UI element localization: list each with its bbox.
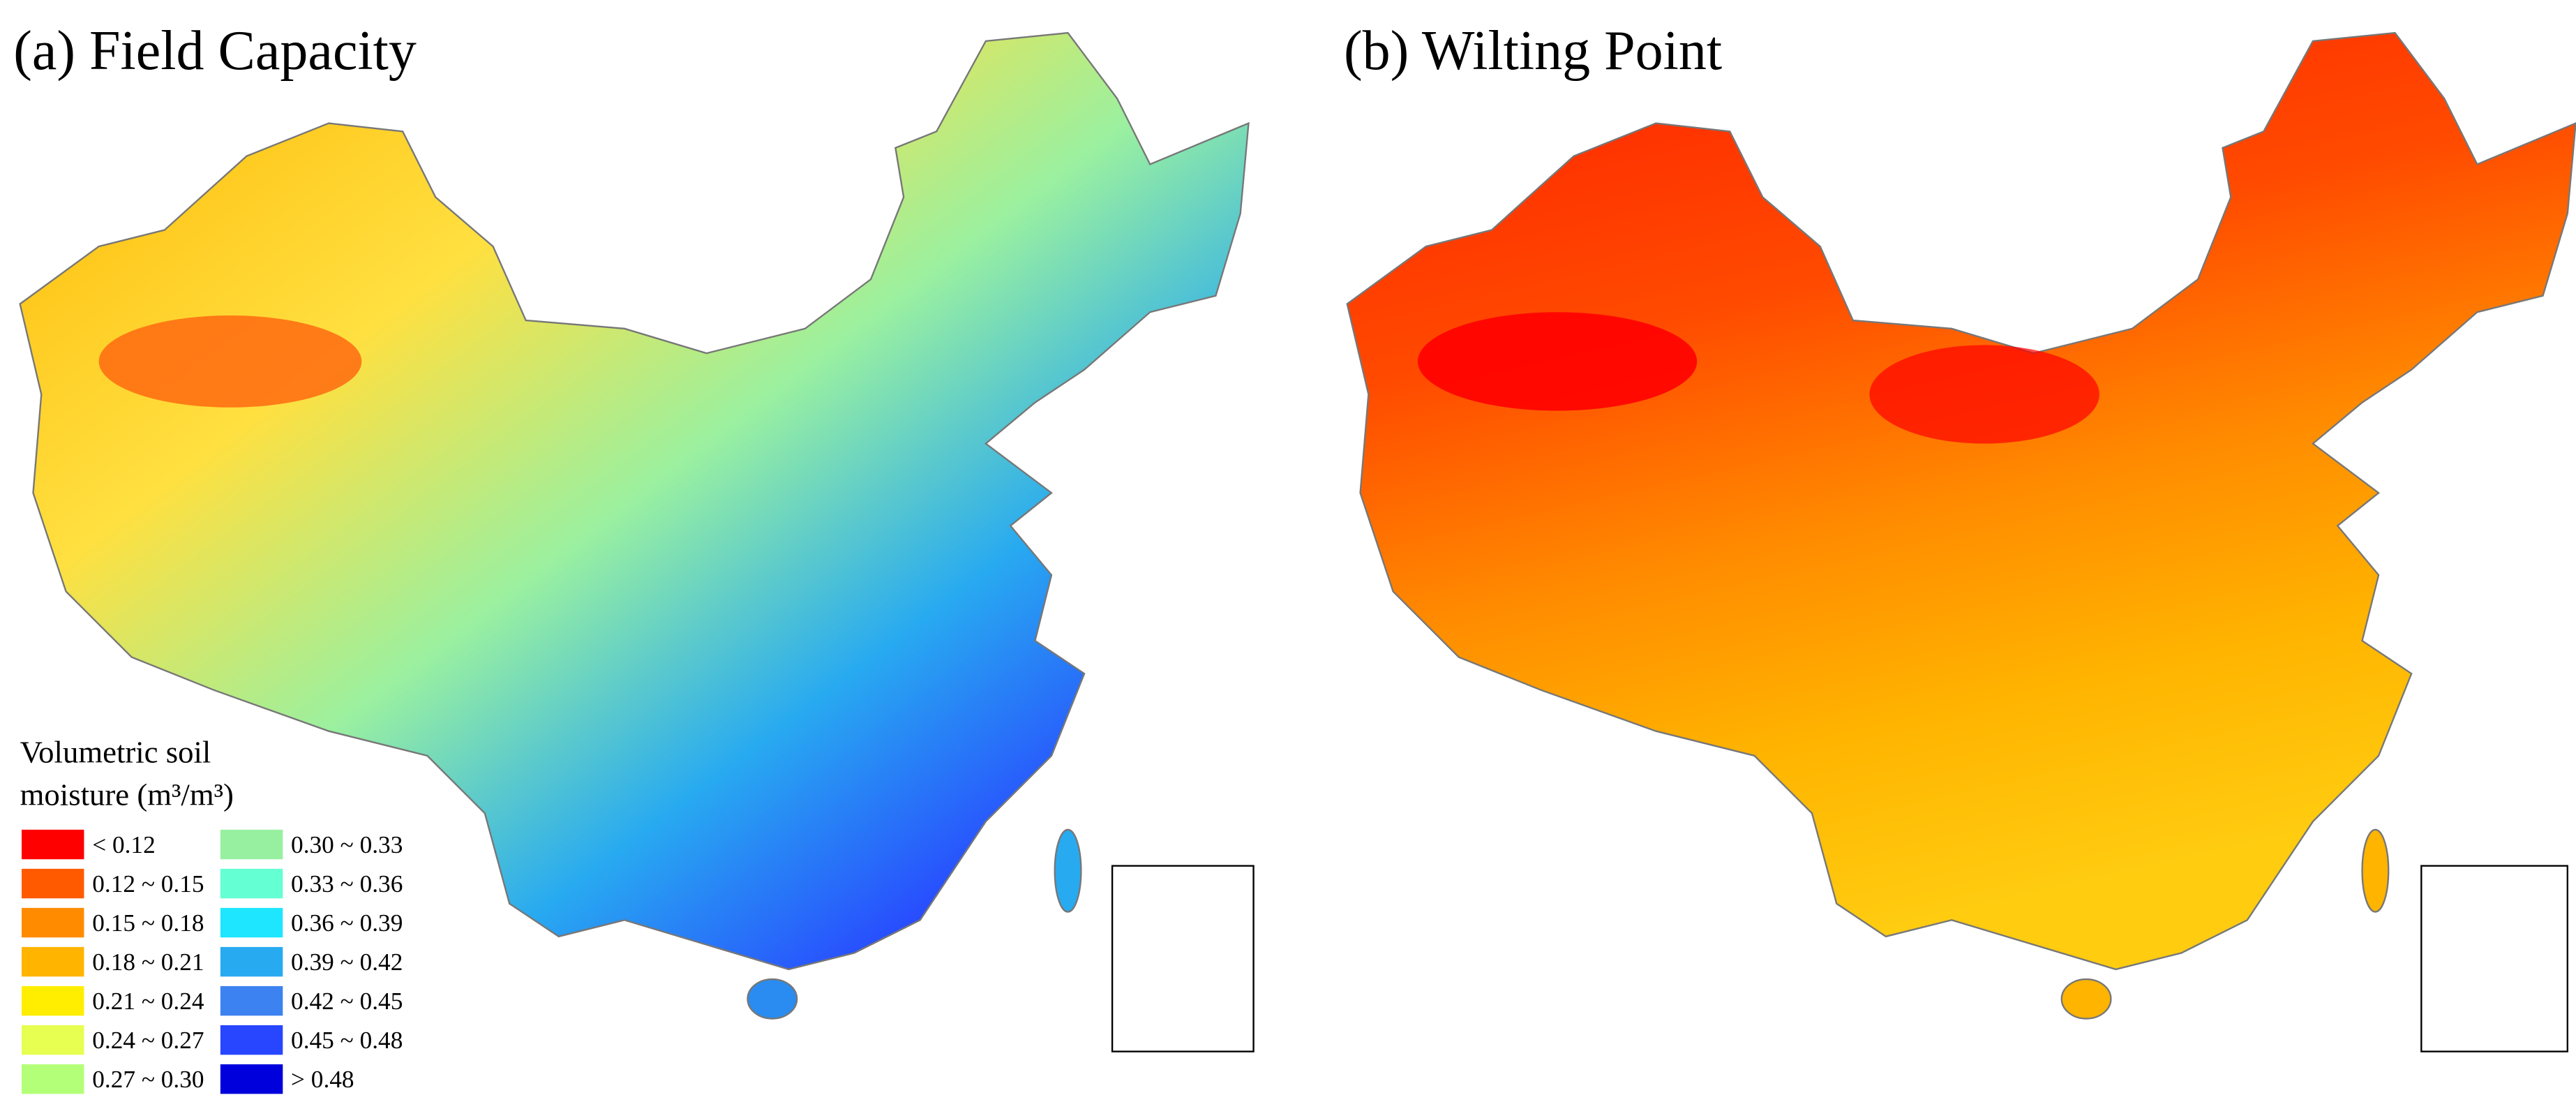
legend-label: 0.33 ~ 0.36 [291, 870, 403, 898]
legend-label: 0.45 ~ 0.48 [291, 1027, 403, 1054]
legend-label: 0.39 ~ 0.42 [291, 948, 403, 976]
legend-label: < 0.12 [92, 831, 156, 858]
legend-swatch [22, 946, 84, 977]
legend-swatch [22, 868, 84, 899]
map-wilting-point [1346, 31, 2576, 1052]
legend-label: 0.30 ~ 0.33 [291, 831, 403, 858]
legend-swatch [220, 946, 283, 977]
legend-title: Volumetric soil [20, 734, 211, 769]
legend-label: 0.36 ~ 0.39 [291, 909, 403, 937]
legend-label: > 0.48 [291, 1066, 354, 1093]
legend-swatch [220, 1064, 283, 1094]
panel-title: (b) Wilting Point [1344, 20, 1722, 82]
legend-label: 0.27 ~ 0.30 [92, 1066, 204, 1093]
legend-swatch [22, 907, 84, 938]
legend-swatch [220, 829, 283, 860]
legend-swatch [22, 829, 84, 860]
legend-label: 0.18 ~ 0.21 [92, 948, 204, 976]
legend-swatch [220, 985, 283, 1016]
legend-label: 0.21 ~ 0.24 [92, 988, 204, 1015]
map-field-capacity [19, 31, 1255, 1052]
legend-label: 0.15 ~ 0.18 [92, 909, 204, 937]
legend-label: 0.24 ~ 0.27 [92, 1027, 204, 1054]
legend-swatch [220, 907, 283, 938]
legend-swatch [220, 1025, 283, 1055]
legend-swatch [22, 1025, 84, 1055]
legend-swatch [22, 1064, 84, 1094]
panel-title: (a) Field Capacity [13, 20, 417, 82]
legend-title: moisture (m³/m³) [20, 777, 234, 812]
legend-swatch [220, 868, 283, 899]
legend-label: 0.12 ~ 0.15 [92, 870, 204, 898]
legend-swatch [22, 985, 84, 1016]
legend-label: 0.42 ~ 0.45 [291, 988, 403, 1015]
legend: < 0.12 0.12 ~ 0.15 0.15 ~ 0.18 0.18 ~ 0.21 0… [22, 829, 403, 1094]
